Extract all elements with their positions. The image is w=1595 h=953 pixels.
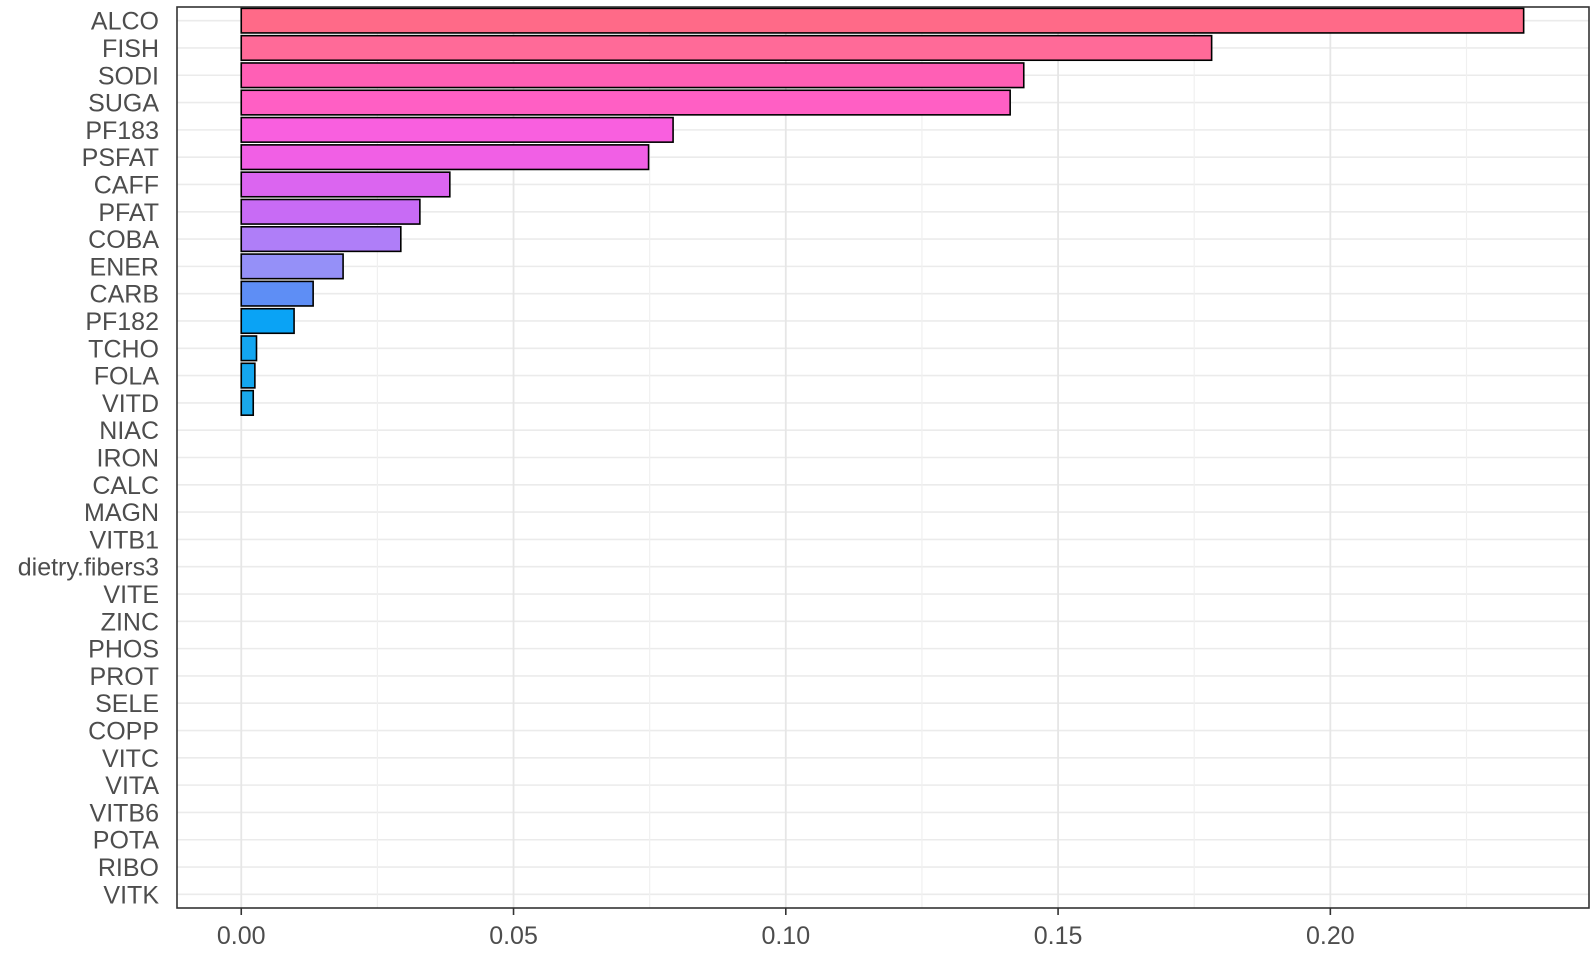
x-tick-label: 0.20 [1306, 922, 1355, 950]
y-tick-label: VITB1 [90, 526, 159, 554]
y-tick-label: RIBO [98, 854, 159, 882]
y-tick-label: POTA [93, 827, 160, 855]
x-tick-label: 0.05 [489, 922, 538, 950]
x-axis-labels: 0.00 0.05 0.10 0.15 0.20 [217, 922, 1355, 950]
bar-SODI [240, 62, 1025, 89]
bar-CARB [240, 280, 314, 307]
bar-PFAT [240, 198, 421, 225]
bar-ALCO [240, 7, 1525, 34]
bar-ENER [240, 253, 344, 280]
y-tick-label: ZINC [101, 608, 159, 636]
bar-FOLA [240, 362, 256, 389]
plot-panel-border [176, 6, 1590, 909]
y-tick-label: CALC [92, 472, 159, 500]
y-tick-label: VITE [103, 581, 159, 609]
bars [240, 7, 1525, 416]
y-tick-label: NIAC [99, 417, 159, 445]
bar-CAFF [240, 171, 451, 198]
y-tick-label: ALCO [91, 8, 159, 36]
y-tick-label: VITD [102, 390, 159, 418]
y-tick-label: TCHO [88, 335, 159, 363]
bar-PF182 [240, 307, 295, 335]
y-tick-label: COBA [88, 226, 159, 254]
y-tick-label: PROT [90, 663, 159, 691]
y-tick-label: PSFAT [82, 144, 159, 172]
y-tick-label: PHOS [88, 636, 159, 664]
bar-COBA [240, 225, 402, 253]
y-tick-label: PF182 [85, 308, 159, 336]
y-tick-label: FOLA [94, 363, 160, 391]
y-tick-label: dietry.fibers3 [18, 554, 159, 582]
y-tick-label: COPP [88, 718, 159, 746]
x-axis-ticks [240, 908, 1332, 915]
bar-SUGA [240, 89, 1011, 116]
y-tick-label: SELE [95, 690, 159, 718]
y-tick-label: FISH [102, 35, 159, 63]
y-tick-label: IRON [97, 445, 160, 473]
bar-VITD [240, 389, 255, 416]
bar-FISH [240, 34, 1213, 62]
y-tick-label: ENER [90, 253, 159, 281]
y-tick-label: CARB [90, 281, 159, 309]
y-tick-label: SODI [98, 62, 159, 90]
y-tick-label: VITC [102, 745, 159, 773]
x-tick-label: 0.15 [1034, 922, 1083, 950]
y-axis-labels: ALCOFISHSODISUGAPF183PSFATCAFFPFATCOBAEN… [18, 8, 160, 910]
bar-PSFAT [240, 144, 650, 171]
y-tick-label: PFAT [98, 199, 159, 227]
y-tick-label: VITA [105, 772, 159, 800]
y-tick-label: VITB6 [90, 799, 159, 827]
x-tick-label: 0.00 [217, 922, 266, 950]
y-tick-label: PF183 [85, 117, 159, 145]
y-tick-label: MAGN [84, 499, 159, 527]
y-tick-label: SUGA [88, 90, 159, 118]
x-tick-label: 0.10 [761, 922, 810, 950]
bar-PF183 [240, 116, 674, 143]
y-tick-label: VITK [103, 881, 159, 909]
bar-TCHO [240, 335, 258, 362]
y-tick-label: CAFF [94, 171, 159, 199]
